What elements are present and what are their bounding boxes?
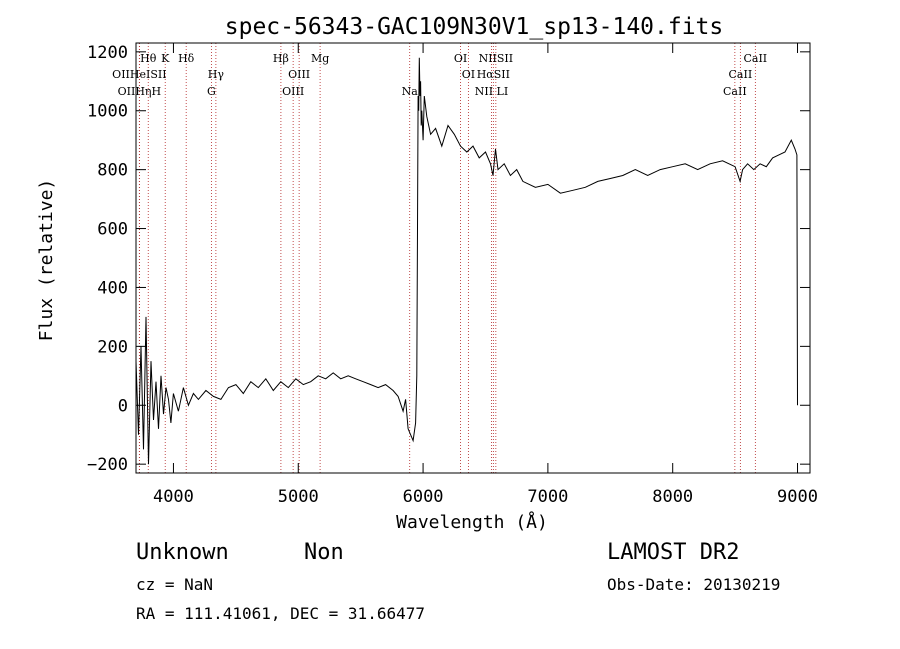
line-marker-label: Na bbox=[402, 85, 419, 98]
y-tick-label: 0 bbox=[118, 396, 128, 416]
obs-date: Obs-Date: 20130219 bbox=[607, 575, 780, 594]
y-tick-label: 1000 bbox=[87, 102, 128, 122]
line-marker-label: OIII bbox=[288, 68, 310, 81]
line-marker-label: Hδ bbox=[178, 52, 195, 65]
x-tick-label: 4000 bbox=[153, 487, 194, 507]
y-tick-label: 600 bbox=[97, 220, 128, 240]
object-subclass: Non bbox=[304, 540, 344, 565]
line-marker-label: OIIHηH bbox=[118, 85, 161, 98]
line-marker-label: CaII bbox=[743, 52, 767, 65]
y-tick-label: 800 bbox=[97, 161, 128, 181]
plot-frame bbox=[135, 42, 811, 474]
line-marker-label: Mg bbox=[311, 52, 329, 65]
line-marker-label: OIIHeISII bbox=[112, 68, 166, 81]
y-tick-label: −200 bbox=[87, 455, 128, 475]
y-tick-label: 1200 bbox=[87, 43, 128, 63]
x-axis-label: Wavelength (Å) bbox=[396, 511, 548, 533]
x-tick-label: 8000 bbox=[652, 487, 693, 507]
redshift-cz: cz = NaN bbox=[136, 575, 213, 594]
line-marker-label: Hβ bbox=[273, 52, 289, 65]
line-marker-label: OIII bbox=[282, 85, 304, 98]
object-class: Unknown bbox=[136, 540, 229, 565]
line-marker-label: OI bbox=[454, 52, 467, 65]
line-marker-label: CaII bbox=[723, 85, 747, 98]
spectrum-line bbox=[135, 57, 798, 465]
line-marker-label: HαSII bbox=[477, 68, 510, 81]
y-tick-label: 200 bbox=[97, 337, 128, 357]
y-tick-label: 400 bbox=[97, 278, 128, 298]
chart-title: spec-56343-GAC109N30V1_sp13-140.fits bbox=[225, 14, 724, 40]
line-marker-label: Hγ bbox=[208, 68, 225, 81]
x-tick-label: 6000 bbox=[403, 487, 444, 507]
x-tick-label: 7000 bbox=[527, 487, 568, 507]
line-marker-label: NII LI bbox=[475, 85, 508, 98]
y-axis-ticks: −200 0 200 400 600 800 1000 1200 bbox=[87, 43, 810, 475]
survey-name: LAMOST DR2 bbox=[607, 540, 739, 565]
line-marker-label: CaII bbox=[729, 68, 753, 81]
x-tick-label: 9000 bbox=[777, 487, 818, 507]
line-markers bbox=[138, 43, 756, 473]
y-axis-label: Flux (relative) bbox=[36, 179, 57, 342]
line-marker-label: OI bbox=[462, 68, 475, 81]
line-marker-label: NIISII bbox=[479, 52, 514, 65]
line-marker-label: G bbox=[207, 85, 216, 98]
line-marker-label: K bbox=[161, 52, 170, 65]
x-tick-label: 5000 bbox=[278, 487, 319, 507]
line-marker-label: Hθ bbox=[140, 52, 157, 65]
x-axis-ticks: 4000 5000 6000 7000 8000 9000 bbox=[153, 43, 818, 507]
coordinates: RA = 111.41061, DEC = 31.66477 bbox=[136, 604, 425, 623]
